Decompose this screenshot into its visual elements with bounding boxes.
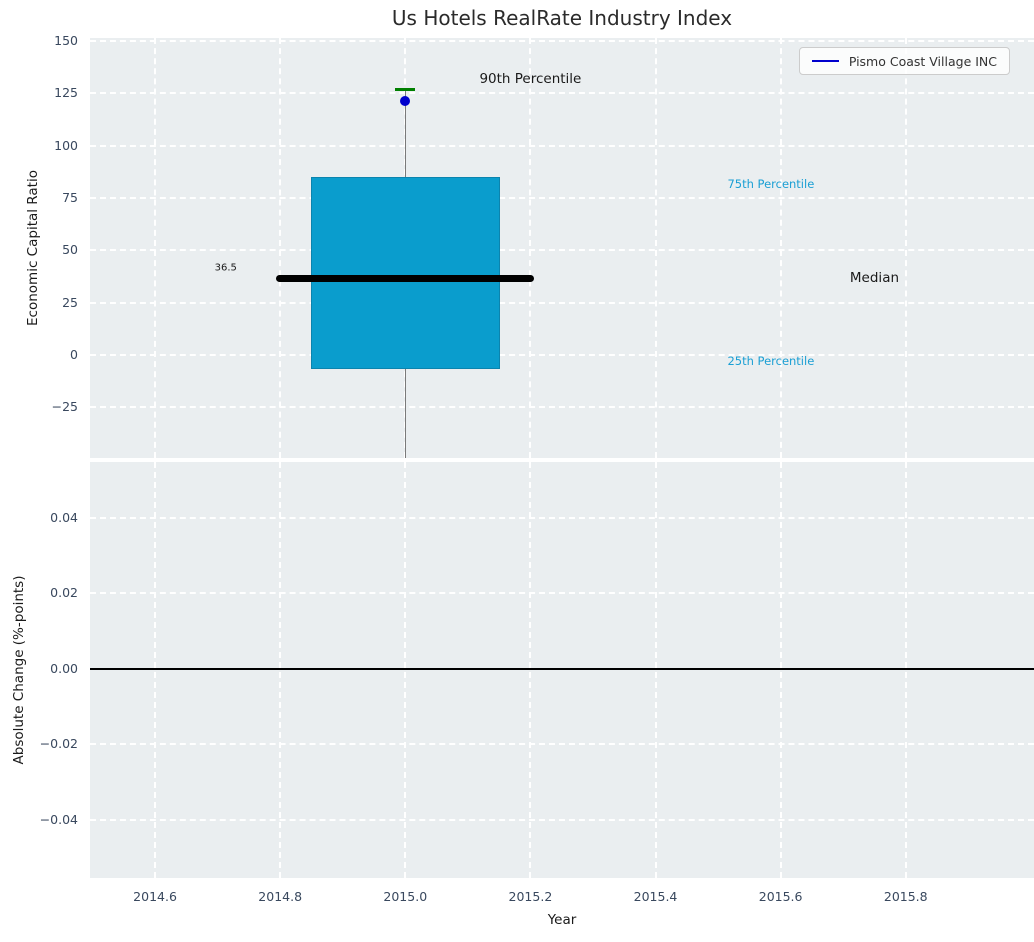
- gridline-vertical: [779, 38, 782, 458]
- box-rect: [310, 177, 500, 369]
- gridline-horizontal: [90, 743, 1034, 746]
- x-tick-label: 2015.8: [883, 889, 928, 904]
- x-axis-label: Year: [547, 912, 577, 928]
- x-tick-label: 2015.6: [758, 889, 803, 904]
- gridline-horizontal: [90, 249, 1034, 252]
- company-marker: [400, 95, 411, 106]
- top-subplot: 90th Percentile 75th Percentile Median 25th…: [90, 38, 1034, 458]
- y-tick-label: 0.02: [50, 585, 78, 601]
- x-tick-label: 2014.6: [133, 889, 177, 904]
- y-tick-label: 100: [54, 137, 78, 153]
- gridline-vertical: [279, 38, 282, 458]
- gridline-horizontal: [90, 592, 1034, 595]
- bottom-subplot: [90, 462, 1034, 878]
- gridline-horizontal: [90, 196, 1034, 199]
- annotation-36-5: 36.5: [214, 262, 237, 274]
- gridline-vertical: [904, 38, 907, 458]
- gridline-vertical: [529, 462, 532, 878]
- gridline-horizontal: [90, 301, 1034, 304]
- legend-line-sample: [811, 60, 839, 62]
- y-tick-label: 25: [62, 294, 78, 310]
- annotation-25th-percentile: 25th Percentile: [727, 354, 815, 369]
- gridline-horizontal: [90, 144, 1034, 147]
- zero-line: [90, 667, 1034, 670]
- gridline-horizontal: [90, 353, 1034, 356]
- legend-label: Pismo Coast Village INC: [848, 53, 997, 69]
- y-tick-label: 50: [62, 242, 78, 258]
- y-tick-label: 0.04: [50, 509, 78, 525]
- gridline-vertical: [279, 462, 282, 878]
- gridline-horizontal: [90, 516, 1034, 519]
- x-tick-label: 2015.4: [633, 889, 678, 904]
- y-tick-label: −0.02: [39, 736, 78, 752]
- gridline-horizontal: [90, 406, 1034, 409]
- annotation-90th-percentile: 90th Percentile: [479, 70, 582, 87]
- gridline-vertical: [154, 462, 157, 878]
- y-tick-label: 125: [54, 85, 78, 101]
- y-tick-label: −25: [51, 399, 78, 415]
- annotation-75th-percentile: 75th Percentile: [727, 176, 815, 191]
- chart-title: Us Hotels RealRate Industry Index: [391, 6, 733, 30]
- gridline-vertical: [654, 38, 657, 458]
- gridline-vertical: [904, 462, 907, 878]
- legend: Pismo Coast Village INC: [798, 47, 1010, 75]
- gridline-vertical: [779, 462, 782, 878]
- x-tick-label: 2015.2: [508, 889, 553, 904]
- annotation-median: Median: [849, 269, 900, 286]
- x-tick-label: 2015.0: [383, 889, 428, 904]
- y-tick-label: 150: [54, 32, 78, 48]
- y-tick-label: 75: [62, 189, 78, 205]
- gridline-vertical: [654, 462, 657, 878]
- y-tick-label: 0: [70, 346, 78, 362]
- y-tick-label: 0.00: [50, 660, 78, 676]
- gridline-vertical: [404, 462, 407, 878]
- p90-cap: [395, 87, 416, 91]
- gridline-vertical: [154, 38, 157, 458]
- gridline-horizontal: [90, 92, 1034, 95]
- gridline-horizontal: [90, 818, 1034, 821]
- y-tick-label: −0.04: [39, 811, 78, 827]
- gridline-horizontal: [90, 39, 1034, 42]
- median-line: [276, 275, 535, 283]
- x-tick-label: 2014.8: [258, 889, 303, 904]
- gridline-vertical: [529, 38, 532, 458]
